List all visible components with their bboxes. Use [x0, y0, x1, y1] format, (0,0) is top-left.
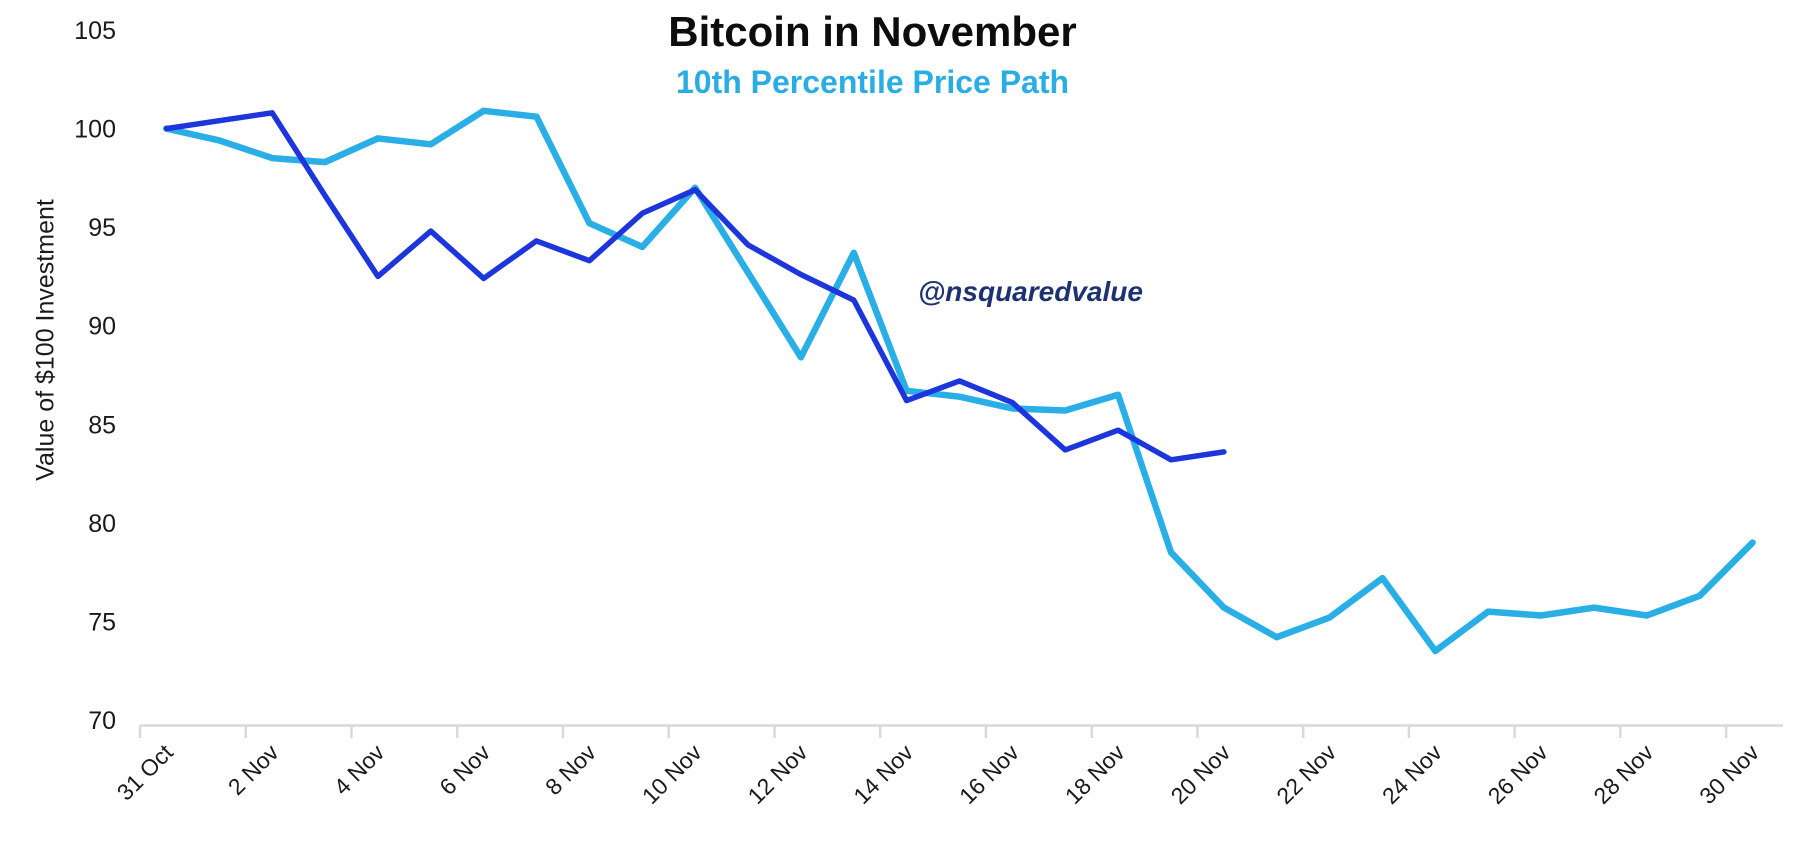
x-tick-label: 12 Nov	[743, 739, 813, 809]
series-line-dark_blue_actual_path	[163, 110, 1227, 463]
y-tick-label: 90	[88, 313, 116, 341]
chart-subtitle: 10th Percentile Price Path	[675, 64, 1070, 100]
x-tick-label: 8 Nov	[540, 739, 601, 800]
series-line-10th_percentile_price_path	[163, 107, 1756, 655]
x-tick-label: 18 Nov	[1060, 739, 1130, 809]
y-tick-label: 105	[74, 17, 116, 45]
x-tick-label: 22 Nov	[1271, 739, 1341, 809]
x-tick-label: 31 Oct	[112, 739, 179, 806]
y-axis-labels: 70 75 80 85 90 95 100 105	[74, 17, 116, 735]
y-tick-label: 70	[88, 707, 116, 735]
x-tick-label: 16 Nov	[954, 739, 1024, 809]
watermark-annotation: @nsquaredvalue	[918, 276, 1143, 307]
y-tick-label: 85	[88, 411, 116, 439]
x-tick-label: 20 Nov	[1165, 739, 1235, 809]
x-tick-label: 30 Nov	[1694, 739, 1764, 809]
x-tick-label: 2 Nov	[223, 739, 284, 800]
x-tick-label: 28 Nov	[1588, 739, 1658, 809]
x-axis-labels: 31 Oct 2 Nov 4 Nov 6 Nov 8 Nov 10 Nov 12 Nov 14…	[112, 739, 1765, 809]
y-axis-title: Value of $100 Investment	[31, 199, 60, 481]
y-tick-label: 75	[88, 608, 116, 636]
y-tick-label: 95	[88, 214, 116, 242]
chart-title: Bitcoin in November	[668, 8, 1077, 55]
chart-series	[163, 107, 1756, 655]
x-tick-label: 24 Nov	[1377, 739, 1447, 809]
x-axis	[138, 724, 1783, 738]
y-tick-label: 80	[88, 510, 116, 538]
x-tick-label: 4 Nov	[329, 739, 390, 800]
x-tick-label: 14 Nov	[848, 739, 918, 809]
y-tick-label: 100	[74, 116, 116, 144]
x-tick-label: 10 Nov	[637, 739, 707, 809]
x-tick-label: 26 Nov	[1483, 739, 1553, 809]
x-tick-label: 6 Nov	[434, 739, 495, 800]
